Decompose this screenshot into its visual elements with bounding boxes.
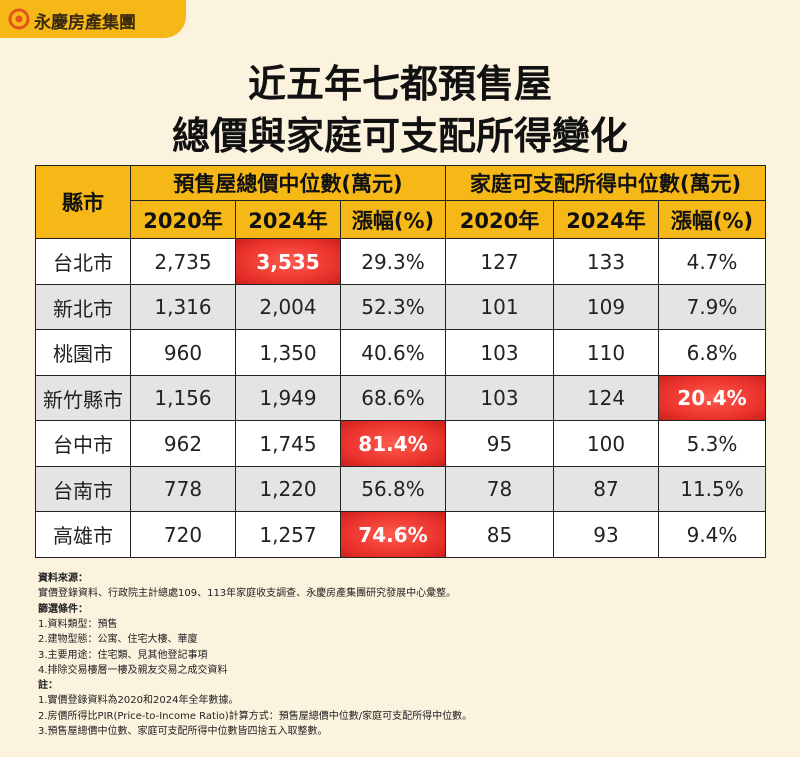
row-label: 高雄市 — [35, 511, 131, 558]
table-cell: 778 — [130, 466, 236, 512]
header-cell: 2024年 — [235, 200, 341, 239]
table-cell: 1,220 — [235, 466, 341, 512]
note-line: 3.預售屋總價中位數、家庭可支配所得中位數皆四捨五入取整數。 — [38, 726, 328, 737]
table-cell: 87 — [553, 466, 659, 512]
table-cell: 103 — [445, 329, 554, 376]
logo-icon — [8, 8, 30, 30]
table-cell: 1,316 — [130, 284, 236, 330]
note-line: 4.排除交易樓層一樓及親友交易之成交資料 — [38, 664, 228, 676]
header-group: 預售屋總價中位數(萬元) — [130, 165, 446, 201]
table-cell: 101 — [445, 284, 554, 330]
table-cell: 962 — [130, 420, 236, 467]
table-cell: 4.7% — [658, 238, 766, 285]
table-cell: 52.3% — [340, 284, 446, 330]
table-cell: 29.3% — [340, 238, 446, 285]
header-cell: 漲幅(%) — [658, 200, 766, 239]
note-line: 2.建物型態：公寓、住宅大樓、華廈 — [38, 634, 198, 646]
table-cell: 40.6% — [340, 329, 446, 376]
table-cell: 1,257 — [235, 511, 341, 558]
title-line: 總價與家庭可支配所得變化 — [171, 114, 628, 158]
table-cell: 95 — [445, 420, 554, 467]
row-label: 台中市 — [35, 420, 131, 467]
table-cell: 20.4% — [658, 375, 766, 421]
header-cell: 2024年 — [553, 200, 659, 239]
table-cell: 100 — [553, 420, 659, 467]
row-label: 新竹縣市 — [35, 375, 131, 421]
table-cell: 5.3% — [658, 420, 766, 467]
title-line: 近五年七都預售屋 — [247, 62, 552, 106]
table-cell: 6.8% — [658, 329, 766, 376]
note-line: 3.主要用途：住宅類、見其他登記事項 — [38, 649, 208, 661]
table-cell: 85 — [445, 511, 554, 558]
row-label: 台南市 — [35, 466, 131, 512]
row-label: 桃園市 — [35, 329, 131, 376]
table-cell: 1,156 — [130, 375, 236, 421]
table-cell: 1,350 — [235, 329, 341, 376]
header-cell: 漲幅(%) — [340, 200, 446, 239]
table-cell: 1,949 — [235, 375, 341, 421]
note-heading: 註： — [38, 680, 58, 692]
table-cell: 109 — [553, 284, 659, 330]
table-cell: 68.6% — [340, 375, 446, 421]
table-cell: 2,735 — [130, 238, 236, 285]
table-cell: 124 — [553, 375, 659, 421]
header-cell: 2020年 — [445, 200, 554, 239]
row-label: 新北市 — [35, 284, 131, 330]
table-cell: 720 — [130, 511, 236, 558]
note-heading: 資料來源： — [38, 573, 88, 584]
note-line: 1.實價登錄資料為2020和2024年全年數據。 — [38, 695, 239, 707]
table-cell: 127 — [445, 238, 554, 285]
header-cell: 縣市 — [35, 165, 131, 239]
note-heading: 篩選條件： — [38, 603, 88, 615]
table-cell: 56.8% — [340, 466, 446, 512]
table-cell: 78 — [445, 466, 554, 512]
table-cell: 960 — [130, 329, 236, 376]
table-cell: 110 — [553, 329, 659, 376]
table-cell: 9.4% — [658, 511, 766, 558]
row-label: 台北市 — [35, 238, 131, 285]
table-cell: 103 — [445, 375, 554, 421]
table-cell: 3,535 — [235, 238, 341, 285]
table-cell: 93 — [553, 511, 659, 558]
header-group: 家庭可支配所得中位數(萬元) — [445, 165, 766, 201]
table-cell: 74.6% — [340, 511, 446, 558]
table-cell: 81.4% — [340, 420, 446, 467]
table-cell: 11.5% — [658, 466, 766, 512]
header-cell: 2020年 — [130, 200, 236, 239]
table-cell: 2,004 — [235, 284, 341, 330]
table-cell: 133 — [553, 238, 659, 285]
note-line: 1.資料類型：預售 — [38, 618, 118, 630]
table-cell: 1,745 — [235, 420, 341, 467]
table-cell: 7.9% — [658, 284, 766, 330]
logo-text: 永慶房產集團 — [34, 13, 136, 33]
logo-badge: 永慶房產集團 — [0, 0, 186, 38]
note-line: 2.房價所得比PIR(Price-to-Income Ratio)計算方式：預售… — [38, 710, 473, 722]
note-line: 實價登錄資料、行政院主計總處109、113年家庭收支調查、永慶房產集團研究發展中… — [38, 588, 457, 600]
